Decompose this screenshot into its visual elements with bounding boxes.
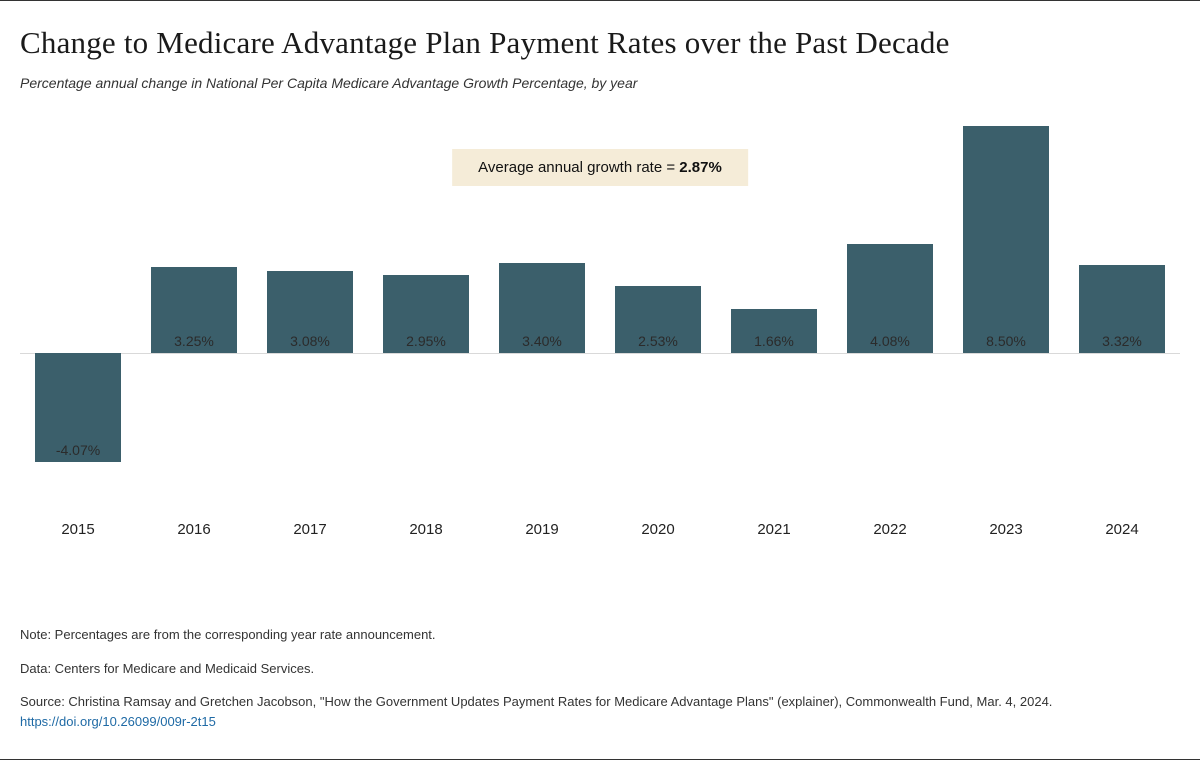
chart-area: Average annual growth rate = 2.87% -4.07… xyxy=(20,121,1180,551)
x-axis-label: 2022 xyxy=(873,521,906,538)
footer-source-link[interactable]: https://doi.org/10.26099/009r-2t15 xyxy=(20,714,216,729)
x-axis-label: 2024 xyxy=(1105,521,1138,538)
x-axis-label: 2018 xyxy=(409,521,442,538)
plot-region: -4.07%20153.25%20163.08%20172.95%20183.4… xyxy=(20,121,1180,471)
chart-subtitle: Percentage annual change in National Per… xyxy=(20,75,1180,91)
footer-data: Data: Centers for Medicare and Medicaid … xyxy=(20,659,1180,679)
bar-value-label: 3.08% xyxy=(290,333,330,349)
bar-value-label: 4.08% xyxy=(870,333,910,349)
x-axis-label: 2019 xyxy=(525,521,558,538)
x-axis-label: 2017 xyxy=(293,521,326,538)
bar-value-label: 2.53% xyxy=(638,333,678,349)
bar-value-label: -4.07% xyxy=(56,442,100,458)
chart-frame: Change to Medicare Advantage Plan Paymen… xyxy=(0,0,1200,760)
bar-value-label: 1.66% xyxy=(754,333,794,349)
bar-value-label: 8.50% xyxy=(986,333,1026,349)
chart-title: Change to Medicare Advantage Plan Paymen… xyxy=(20,25,1180,61)
bar-value-label: 3.25% xyxy=(174,333,214,349)
bar xyxy=(963,126,1049,353)
x-axis-label: 2016 xyxy=(177,521,210,538)
footer-source: Source: Christina Ramsay and Gretchen Ja… xyxy=(20,692,1180,731)
bar-value-label: 2.95% xyxy=(406,333,446,349)
x-axis-label: 2021 xyxy=(757,521,790,538)
bar-value-label: 3.40% xyxy=(522,333,562,349)
zero-baseline xyxy=(20,353,1180,354)
bar-value-label: 3.32% xyxy=(1102,333,1142,349)
x-axis-label: 2020 xyxy=(641,521,674,538)
x-axis-label: 2023 xyxy=(989,521,1022,538)
footer-note: Note: Percentages are from the correspon… xyxy=(20,625,1180,645)
x-axis-label: 2015 xyxy=(61,521,94,538)
chart-footer: Note: Percentages are from the correspon… xyxy=(20,625,1180,745)
footer-source-text: Source: Christina Ramsay and Gretchen Ja… xyxy=(20,694,1052,709)
